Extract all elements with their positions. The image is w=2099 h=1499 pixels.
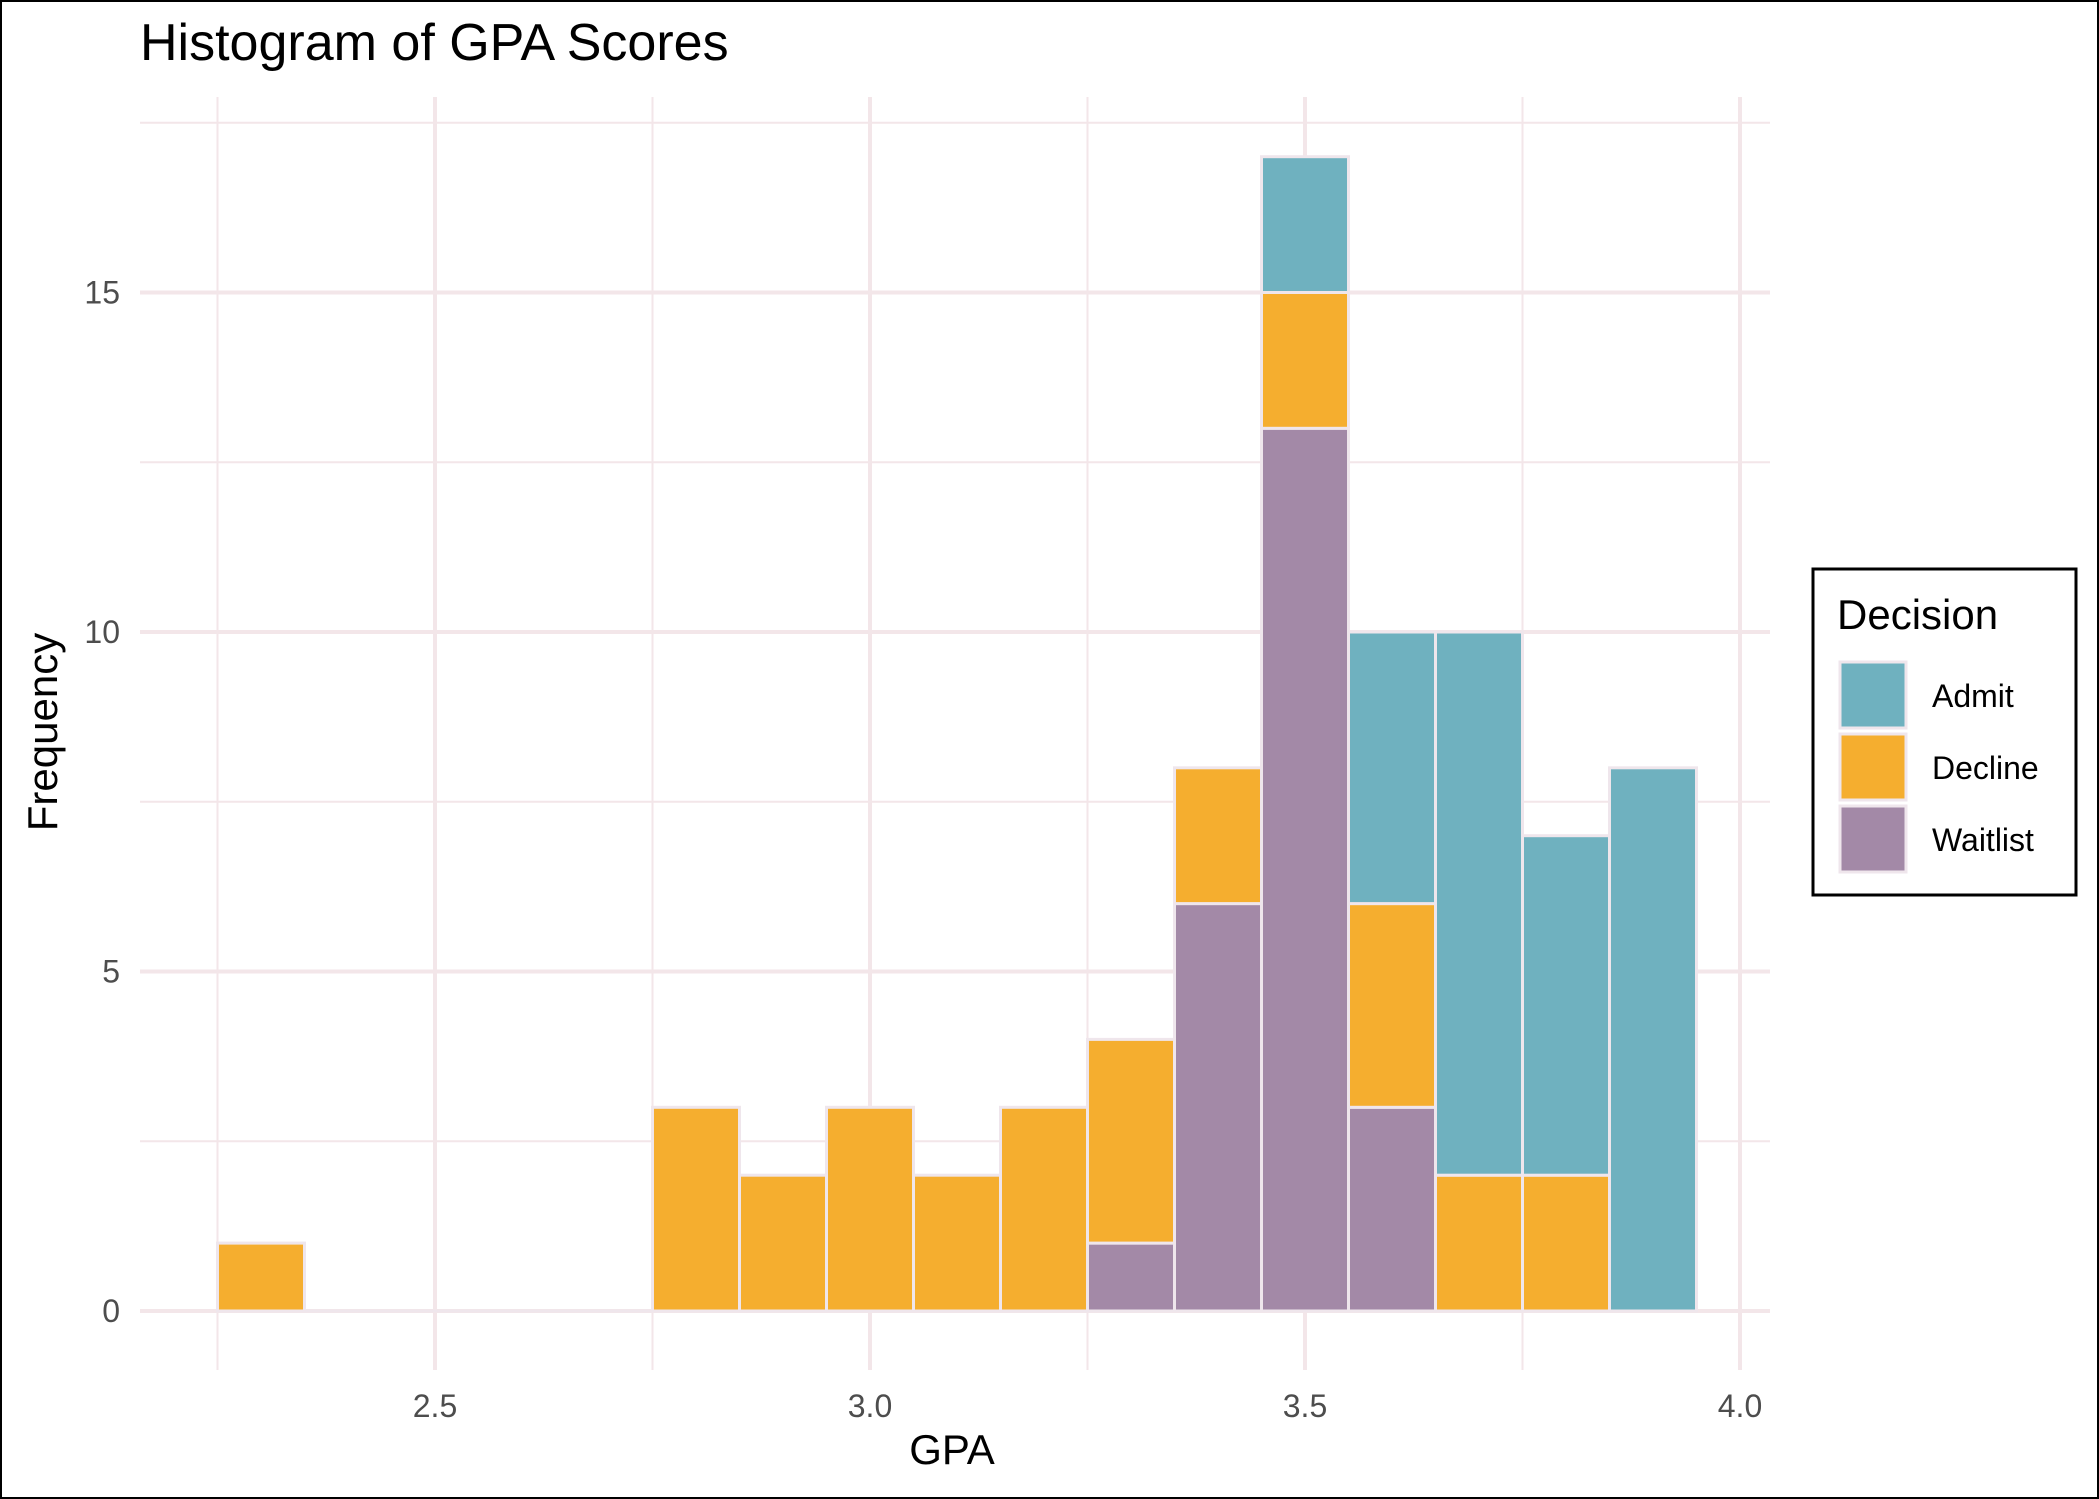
bar-decline	[216, 1241, 306, 1313]
bar-decline	[1434, 1173, 1524, 1313]
x-tick-label: 4.0	[1718, 1388, 1762, 1424]
legend-label-admit: Admit	[1932, 678, 2014, 714]
minor-grid	[140, 97, 1770, 1370]
bar-waitlist	[1173, 902, 1263, 1313]
legend-items: Admit Decline Waitlist	[1838, 660, 2039, 874]
bar-decline	[825, 1105, 915, 1313]
y-tick-label: 5	[102, 954, 120, 990]
bar-decline	[1086, 1037, 1176, 1245]
y-tick-label: 10	[84, 614, 120, 650]
bars	[216, 155, 1698, 1313]
legend-key-decline	[1838, 732, 1908, 802]
bar-decline	[738, 1173, 828, 1313]
y-tick-label: 0	[102, 1293, 120, 1329]
bar-decline	[651, 1105, 741, 1313]
legend-key-admit	[1838, 660, 1908, 730]
bar-admit	[1347, 630, 1437, 906]
bar-decline	[1521, 1173, 1611, 1313]
y-axis-ticks: 0 5 10 15	[84, 275, 120, 1330]
x-axis-ticks: 2.5 3.0 3.5 4.0	[413, 1388, 1762, 1424]
bar-decline	[1260, 291, 1350, 430]
bar-decline	[912, 1173, 1002, 1313]
x-tick-label: 3.5	[1283, 1388, 1327, 1424]
bar-waitlist	[1260, 426, 1350, 1313]
bar-waitlist	[1086, 1241, 1176, 1313]
legend-label-decline: Decline	[1932, 750, 2039, 786]
bar-decline	[999, 1105, 1089, 1313]
y-tick-label: 15	[84, 275, 120, 311]
bar-waitlist	[1347, 1105, 1437, 1313]
legend-title: Decision	[1837, 591, 1998, 638]
bar-decline	[1347, 902, 1437, 1109]
bar-admit	[1521, 834, 1611, 1177]
y-axis-title: Frequency	[19, 633, 66, 831]
bar-decline	[1173, 766, 1263, 906]
bar-admit	[1608, 766, 1698, 1313]
legend: Decision Admit Decline Waitlist	[1811, 567, 2078, 897]
x-tick-label: 3.0	[848, 1388, 892, 1424]
legend-label-waitlist: Waitlist	[1932, 822, 2034, 858]
legend-key-waitlist	[1838, 804, 1908, 874]
x-axis-title: GPA	[909, 1426, 995, 1473]
x-tick-label: 2.5	[413, 1388, 457, 1424]
bar-admit	[1434, 630, 1524, 1177]
bar-admit	[1260, 155, 1350, 294]
chart-title: Histogram of GPA Scores	[140, 14, 729, 72]
